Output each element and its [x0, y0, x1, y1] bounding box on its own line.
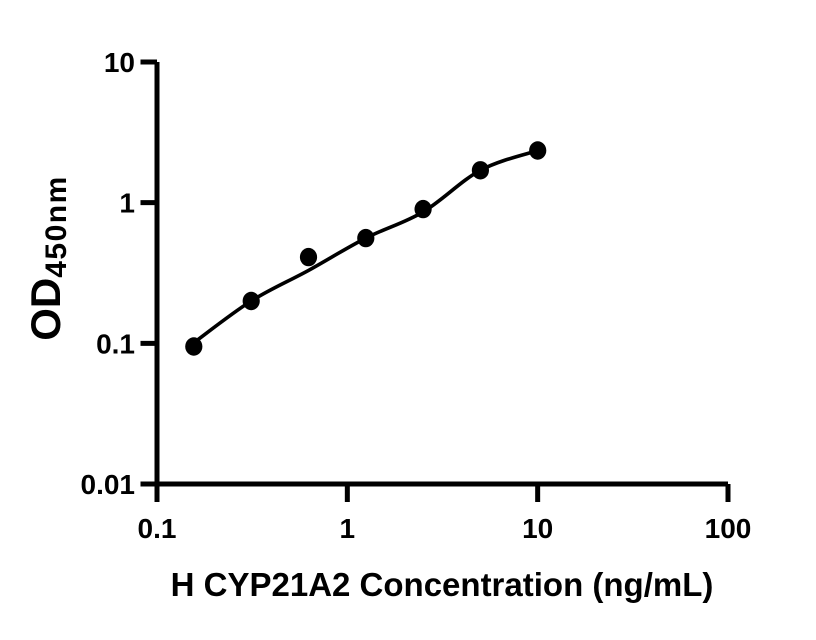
data-point: [242, 291, 260, 311]
y-tick-label: 0.1: [96, 328, 135, 359]
x-axis-title: H CYP21A2 Concentration (ng/mL): [171, 566, 714, 603]
y-axis-title-main: OD: [22, 278, 69, 341]
y-tick-label: 1: [119, 188, 135, 219]
data-point: [299, 247, 318, 267]
data-point: [529, 141, 547, 160]
y-tick-label: 0.01: [81, 469, 136, 500]
y-tick-label: 10: [104, 47, 135, 78]
x-tick-label: 10: [522, 513, 553, 544]
data-point: [357, 228, 375, 248]
x-tick-label: 0.1: [138, 513, 177, 544]
y-axis-ticks: 10 1 0.1 0.01: [81, 47, 157, 500]
data-point: [185, 337, 203, 356]
data-point: [414, 199, 432, 219]
x-tick-label: 1: [340, 513, 356, 544]
y-axis-title: OD450nm: [22, 175, 73, 341]
axes: [154, 62, 728, 487]
x-axis-ticks: 0.1 1 10 100: [138, 484, 752, 544]
data-points: [185, 141, 547, 356]
y-axis-title-subscript: 450nm: [40, 175, 73, 278]
data-point: [471, 161, 489, 180]
x-tick-label: 100: [705, 513, 752, 544]
